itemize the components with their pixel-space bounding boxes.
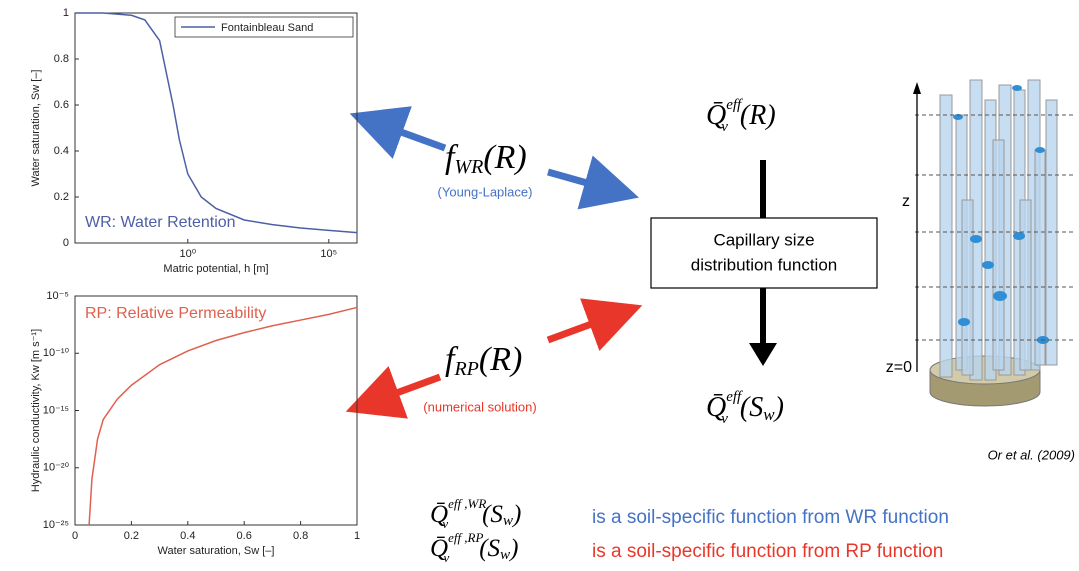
axis-label: z=0 [886,359,912,376]
formula: fRP(R) [445,341,522,380]
line [89,307,357,525]
x-tick-label: 10⁰ [179,248,196,260]
slide: fWR(R) (Young-Laplace) fRP(R) (numerical… [0,0,1079,571]
x-tick-label: 0.4 [180,530,195,542]
arrow-head [749,343,777,366]
y-tick-label: 1 [63,7,69,19]
x-tick-label: 0.2 [124,530,139,542]
statement: is a soil-specific function from WR func… [592,507,949,528]
plot-frame [75,296,357,525]
y-tick-label: 10⁻¹⁵ [43,404,69,416]
y-tick-label: 10⁻⁵ [46,290,69,302]
box-text: distribution function [691,255,837,274]
statement: is a soil-specific function from RP func… [592,541,943,562]
y-tick-label: 0 [63,237,69,249]
x-tick-label: 1 [354,530,360,542]
y-tick-label: 10⁻¹⁰ [43,347,70,359]
box [651,218,877,288]
box-text: Capillary size [713,230,814,249]
arrow [372,377,440,402]
annotation: RP: Relative Permeability [85,305,266,322]
x-axis-label: Matric potential, h [m] [163,263,268,275]
y-tick-label: 10⁻²⁰ [43,462,70,474]
y-axis-label: Hydraulic conductivity, Kw [m s⁻¹] [30,329,42,492]
x-tick-label: 0.6 [237,530,252,542]
formula: fWR(R) [445,139,527,178]
note: (numerical solution) [423,399,536,414]
arrow [548,172,612,190]
y-tick-label: 10⁻²⁵ [43,519,69,531]
arrow [548,315,616,340]
note: (Young-Laplace) [438,184,533,199]
line [75,13,357,233]
citation: Or et al. (2009) [988,447,1075,462]
y-tick-label: 0.2 [54,191,69,203]
page: fWR(R) (Young-Laplace) fRP(R) (numerical… [0,0,1079,571]
capillary-figure [913,80,1075,406]
y-tick-label: 0.4 [54,145,69,157]
arrow [376,123,445,148]
axis-label: z [902,193,910,210]
x-axis-label: Water saturation, Sw [–] [158,545,275,557]
x-tick-label: 0 [72,530,78,542]
x-tick-label: 10⁵ [320,248,337,260]
x-tick-label: 0.8 [293,530,308,542]
annotation: WR: Water Retention [85,214,236,231]
y-axis-label: Water saturation, Sw [–] [30,70,42,187]
y-tick-label: 0.8 [54,53,69,65]
y-tick-label: 0.6 [54,99,69,111]
legend-label: Fontainbleau Sand [221,22,313,34]
